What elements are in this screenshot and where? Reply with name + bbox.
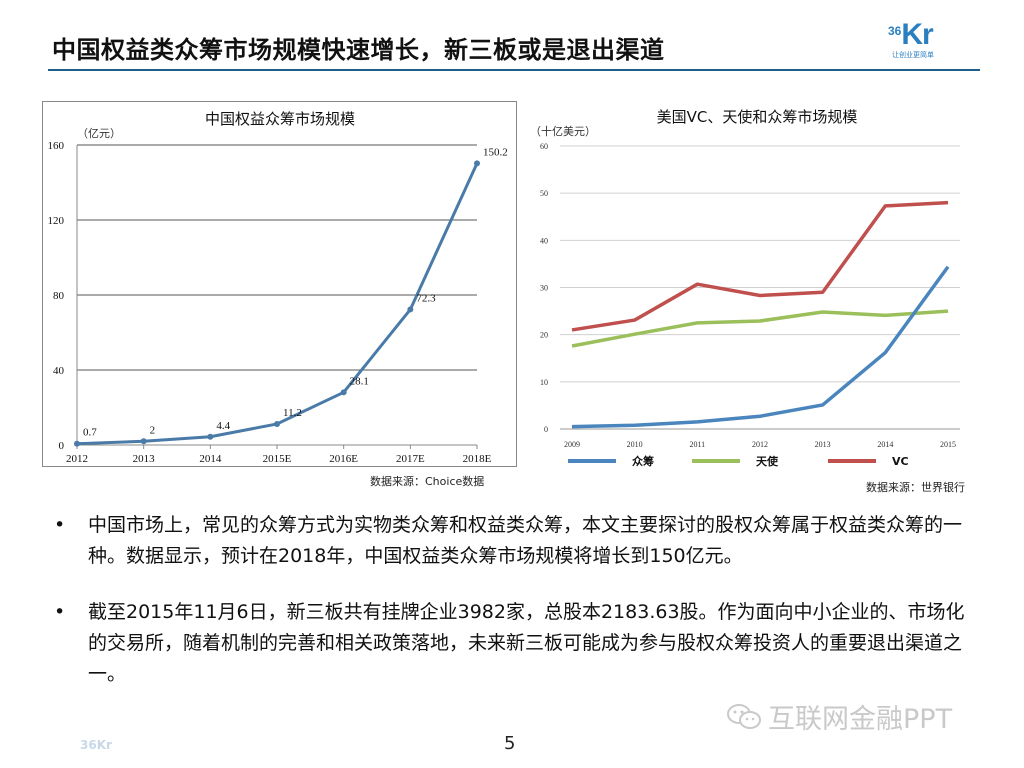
chart1-source: 数据来源：Choice数据	[370, 475, 485, 488]
footer-logo: 36Kr	[80, 738, 112, 752]
chart2-title: 美国VC、天使和众筹市场规模	[657, 108, 858, 126]
chart1-title: 中国权益众筹市场规模	[205, 110, 355, 128]
chart1-xtick-label: 2013	[133, 453, 156, 465]
chart2-legend-label: 天使	[756, 454, 779, 468]
chart1-ylabel: （亿元）	[77, 127, 121, 140]
chart2-ytick-label: 0	[544, 425, 548, 434]
chart1-data-label: 28.1	[350, 375, 369, 387]
bullet-text: 中国市场上，常见的众筹方式为实物类众筹和权益类众筹，本文主要探讨的股权众筹属于权…	[88, 514, 963, 567]
chart1-ytick-label: 120	[48, 215, 65, 227]
chart2-legend-label: VC	[892, 455, 909, 468]
bullet-text: 截至2015年11月6日，新三板共有挂牌企业3982家，总股本2183.63股。…	[88, 601, 965, 685]
chart1-ytick-label: 160	[48, 140, 65, 152]
chart1-data-label: 72.3	[416, 292, 436, 304]
chart2-xtick-label: 2013	[815, 440, 831, 449]
chart2-ytick-label: 10	[540, 378, 548, 387]
chart2-ylabel: （十亿美元）	[530, 124, 596, 138]
chart2-source: 数据来源：世界银行	[866, 481, 965, 494]
bullet-item: • 中国市场上，常见的众筹方式为实物类众筹和权益类众筹，本文主要探讨的股权众筹属…	[52, 510, 982, 572]
chart1-data-label: 4.4	[216, 420, 230, 432]
chart2-xtick-label: 2014	[877, 440, 893, 449]
china-equity-crowdfunding-chart: 中国权益众筹市场规模 （亿元） 0 40 80 120 160 2012 2013 2014 2…	[42, 101, 517, 467]
chart2-ytick-label: 60	[540, 142, 548, 151]
bullet-marker: •	[54, 601, 66, 623]
chart1-point	[207, 433, 214, 440]
chart2-xtick-label: 2010	[627, 440, 643, 449]
page-title: 中国权益类众筹市场规模快速增长，新三板或是退出渠道	[52, 36, 665, 64]
chart1-point	[474, 160, 480, 167]
logo-number: 36	[888, 24, 902, 38]
chart1-point	[407, 306, 414, 313]
brand-logo: 36Kr 让创业更简单	[888, 18, 958, 60]
chart1-ytick-label: 40	[53, 365, 65, 377]
chart2-xtick-label: 2015	[940, 440, 956, 449]
chart2-ytick-label: 40	[540, 236, 548, 245]
chart2-svg: 美国VC、天使和众筹市场规模 （十亿美元） 0 10 20 30 40 50 60 2009 2…	[530, 108, 960, 468]
chart1-point	[340, 389, 347, 396]
logo-letters: Kr	[901, 18, 933, 51]
watermark-text: 互联网金融PPT	[768, 704, 953, 735]
chart1-point	[274, 421, 280, 427]
chart1-data-label: 150.2	[483, 146, 508, 158]
chart2-ytick-label: 20	[540, 331, 548, 340]
bullet-marker: •	[54, 514, 66, 536]
wechat-icon	[727, 703, 761, 729]
chart2-ytick-label: 50	[540, 189, 548, 198]
chart1-data-label: 0.7	[83, 427, 97, 439]
chart1-xtick-label: 2014	[199, 453, 222, 465]
logo-tagline: 让创业更简单	[892, 51, 934, 59]
chart1-data-label: 11.2	[283, 407, 302, 419]
page-number: 5	[504, 733, 516, 754]
chart1-xtick-label: 2015E	[263, 453, 292, 465]
chart1-svg: 中国权益众筹市场规模 （亿元） 0 40 80 120 160 2012 2013 2014 2…	[48, 110, 508, 465]
chart1-ytick-label: 0	[59, 440, 65, 452]
us-vc-angel-crowdfunding-chart: 美国VC、天使和众筹市场规模 （十亿美元） 0 10 20 30 40 50 60 2009 2…	[522, 100, 982, 478]
chart1-data-label: 2	[150, 424, 156, 436]
chart1-point	[140, 438, 147, 445]
chart2-series-line	[571, 309, 949, 348]
chart1-xtick-label: 2017E	[396, 453, 425, 465]
chart2-legend-label: 众筹	[632, 454, 654, 468]
chart2-ytick-label: 30	[540, 284, 548, 293]
chart2-xtick-label: 2009	[564, 440, 580, 449]
chart1-ytick-label: 80	[53, 290, 65, 302]
watermark: 互联网金融PPT	[726, 697, 952, 736]
chart2-xtick-label: 2012	[752, 440, 768, 449]
bullet-item: • 截至2015年11月6日，新三板共有挂牌企业3982家，总股本2183.63…	[52, 597, 982, 690]
chart2-series-line	[571, 200, 949, 332]
chart1-xtick-label: 2016E	[329, 453, 358, 465]
chart2-xtick-label: 2011	[689, 440, 705, 449]
chart1-xtick-label: 2012	[66, 453, 88, 465]
chart1-point	[74, 440, 80, 447]
chart1-xtick-label: 2018E	[463, 453, 492, 465]
chart2-series-line	[571, 265, 950, 429]
title-divider	[48, 69, 980, 71]
bullet-list: • 中国市场上，常见的众筹方式为实物类众筹和权益类众筹，本文主要探讨的股权众筹属…	[52, 510, 982, 715]
